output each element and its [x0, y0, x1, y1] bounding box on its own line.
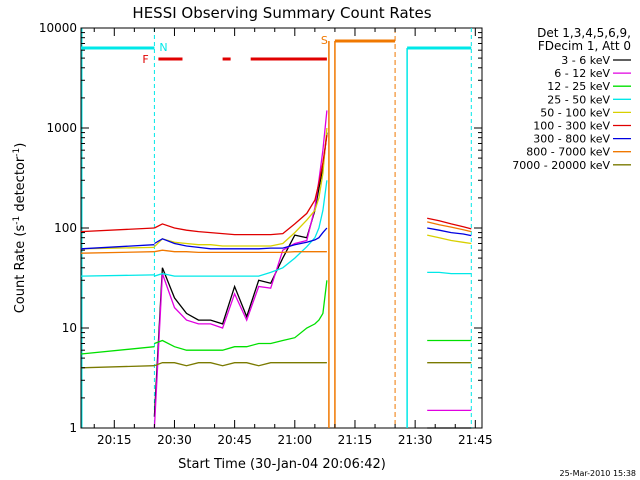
y-axis-label-end: ) [13, 143, 28, 148]
series-line [154, 227, 328, 250]
ticks-layer: 20:15 20:30 20:45 21:00 21:15 21:30 21:45 1 10 10… [39, 21, 493, 447]
y-tick-label: 10000 [39, 21, 77, 35]
y-axis-label-main: Count Rate (s [13, 225, 28, 314]
x-tick-label: 20:30 [157, 433, 192, 447]
x-tick-label: 21:30 [398, 433, 433, 447]
series-line [427, 227, 472, 237]
night-flag-label: N [159, 41, 167, 54]
y-tick-label: 1 [69, 421, 77, 435]
legend-entry-label: 800 - 7000 keV [526, 146, 610, 159]
series-line [154, 135, 328, 236]
flags-layer: NF S [81, 28, 472, 428]
series-line [153, 132, 328, 417]
chart-title: HESSI Observing Summary Count Rates [132, 4, 431, 22]
plot-area: NF S 20:15 20:30 20:45 21:00 21:15 21:30 21:45 1… [39, 21, 493, 447]
series-line [80, 365, 155, 369]
x-tick-label: 20:45 [217, 433, 252, 447]
x-axis-label: Start Time (30-Jan-04 20:06:42) [178, 457, 386, 472]
y-axis-label-sup: -1 [12, 216, 22, 225]
series-line [80, 227, 155, 233]
legend-entry-label: 3 - 6 keV [561, 54, 610, 67]
series-line [153, 127, 328, 248]
legend: Det 1,3,4,5,6,9, FDecim 1, Att 0 3 - 6 k… [512, 26, 631, 172]
legend-entry-label: 12 - 25 keV [547, 80, 610, 93]
y-tick-label: 10 [62, 321, 77, 335]
legend-entry-label: 7000 - 20000 keV [512, 159, 610, 172]
x-tick-label: 21:00 [278, 433, 313, 447]
legend-entry-label: 6 - 12 keV [554, 67, 610, 80]
series-line [427, 221, 472, 233]
y-tick-label: 1000 [46, 121, 77, 135]
legend-header-line-2: FDecim 1, Att 0 [538, 39, 631, 53]
series-line [427, 217, 472, 230]
footer-date: 25-Mar-2010 15:38 [560, 469, 637, 478]
y-tick-label: 100 [54, 221, 77, 235]
series-line [154, 249, 327, 254]
flare-flag-label: F [142, 53, 148, 66]
legend-entry-label: 50 - 100 keV [540, 106, 610, 119]
series-line [80, 251, 155, 254]
y-axis-label-mid: detector [13, 156, 28, 216]
series-line [427, 234, 472, 245]
x-tick-label: 21:15 [338, 433, 373, 447]
series-line [80, 346, 155, 355]
series-line [80, 274, 155, 277]
y-axis-label-sup2: -1 [12, 148, 22, 157]
legend-header-line-1: Det 1,3,4,5,6,9, [537, 26, 631, 40]
x-tick-label: 20:15 [97, 433, 132, 447]
series-line [154, 362, 327, 367]
saa-flag-label: S [321, 34, 328, 47]
series-line [427, 271, 472, 275]
legend-entry-label: 100 - 300 keV [533, 120, 610, 133]
series-line [154, 180, 328, 277]
series-line [80, 244, 155, 250]
series-layer [80, 110, 472, 429]
series-line [154, 280, 328, 351]
x-tick-label: 21:45 [458, 433, 493, 447]
legend-entry-label: 25 - 50 keV [547, 93, 610, 106]
legend-entry-label: 300 - 800 keV [533, 133, 610, 146]
series-line [153, 110, 328, 429]
y-axis-label: Count Rate (s-1 detector-1) [12, 143, 28, 314]
